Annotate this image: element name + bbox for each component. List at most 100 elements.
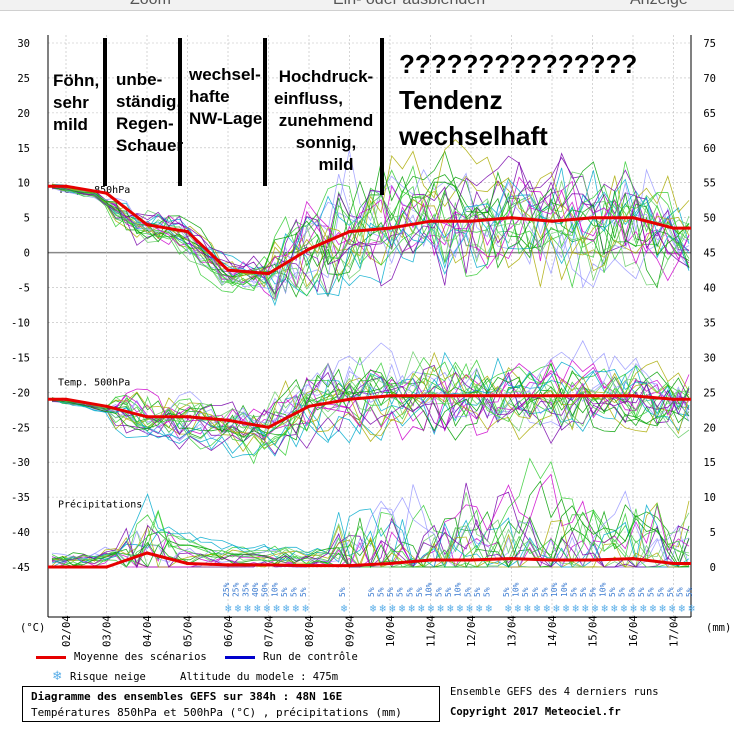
date-label: 06/04 (223, 615, 235, 647)
ensemble-member-line (51, 377, 690, 432)
left-tick-label: 15 (17, 143, 30, 155)
snow-risk-label: 5% (589, 587, 598, 597)
annotation-line: Föhn, (53, 71, 100, 90)
date-label: 12/04 (466, 615, 478, 647)
snow-risk-label: 5% (531, 587, 540, 597)
right-tick-label: 20 (703, 422, 716, 434)
annotation-hochdruck: Hochdruck- einfluss, zunehmend sonnig, m… (274, 66, 378, 176)
snow-risk-label: 5% (280, 587, 289, 597)
mean-point (671, 226, 676, 230)
mean-point (226, 418, 230, 422)
toolbar-zoom[interactable]: Zoom (130, 0, 171, 9)
right-tick-label: 15 (703, 457, 716, 469)
date-label: 09/04 (345, 615, 357, 647)
mean-line-t850 (48, 184, 691, 276)
snow-risk-label: 10% (560, 582, 569, 597)
date-label: 10/04 (385, 615, 397, 647)
snow-risk-icon: ❄ (244, 602, 251, 615)
left-tick-label: -10 (11, 317, 30, 329)
snow-risk-icon: ❄ (621, 602, 628, 615)
mean-point (226, 268, 230, 272)
snow-risk-icon: ❄ (563, 602, 570, 615)
snow-risk-label: 5% (434, 587, 443, 597)
snow-risk-label: 10% (454, 582, 463, 597)
date-label: 02/04 (61, 615, 73, 647)
snow-risk-icon: ❄ (611, 602, 618, 615)
ensemble-member-line (51, 161, 690, 297)
snow-risk-icon: ❄ (679, 602, 686, 615)
annotation-line: sonnig, (295, 133, 357, 152)
ensemble-member-line (51, 150, 690, 294)
date-label: 11/04 (426, 615, 438, 647)
snow-risk-label: 5% (444, 587, 453, 597)
mean-line-precip (48, 551, 691, 569)
mean-point (185, 561, 190, 566)
snow-risk-icon: ❄ (379, 602, 386, 615)
chart-subtitle: Températures 850hPa et 500hPa (°C) , pré… (31, 706, 402, 719)
right-tick-label: 75 (703, 38, 716, 50)
ensemble-member-line (51, 174, 690, 289)
toolbar-display[interactable]: Anzeige (630, 0, 688, 9)
snow-risk-label: 5% (338, 587, 347, 597)
date-label: 05/04 (183, 615, 195, 647)
snow-risk-label: 5% (386, 587, 395, 597)
mean-point (509, 394, 514, 398)
toolbar: Zoom Ein- oder ausblenden Anzeige (0, 0, 734, 11)
annotation-line: wechsel- (189, 65, 261, 84)
right-tick-label: 35 (703, 317, 716, 329)
left-tick-label: 0 (24, 248, 30, 260)
snow-icon: ❄ (53, 668, 62, 684)
snow-risk-icon: ❄ (302, 602, 309, 615)
snow-risk-icon: ❄ (505, 602, 512, 615)
left-tick-label: -45 (11, 562, 30, 574)
mean-point (347, 397, 352, 401)
mean-point (388, 561, 392, 566)
snow-risk-label: 10% (425, 582, 434, 597)
left-tick-label: -5 (17, 283, 30, 295)
annotation-line: zunehmend (278, 111, 374, 130)
mean-point (550, 219, 554, 223)
snow-risk-label: 5% (569, 587, 578, 597)
snow-risk-label: 50% (261, 582, 270, 597)
snow-risk-icon: ❄ (418, 602, 425, 615)
mean-point (428, 219, 433, 223)
snow-risk-label: 5% (521, 587, 530, 597)
mean-point (266, 425, 271, 429)
mean-point (631, 394, 635, 398)
snow-risk-icon: ❄ (370, 602, 377, 615)
snow-risk-label: 5% (618, 587, 627, 597)
mean-point (145, 551, 149, 555)
snow-risk-label: 5% (637, 587, 646, 597)
ensemble-member-line (51, 364, 690, 457)
ensemble-member-line (51, 164, 690, 293)
snow-risk-icon: ❄ (389, 602, 396, 615)
left-tick-label: -40 (11, 527, 30, 539)
annotation-line: unbe- (116, 70, 163, 89)
toolbar-toggle[interactable]: Ein- oder ausblenden (333, 0, 485, 9)
snow-risk-icon: ❄ (669, 602, 676, 615)
snow-risk-icon: ❄ (254, 602, 261, 615)
snow-risk-label: 5% (656, 587, 665, 597)
ensemble-member-line (51, 362, 690, 441)
ensemble-member-line (51, 351, 690, 439)
mean-point (590, 216, 595, 220)
mean-point (307, 404, 311, 408)
annotation-line: wechselhaft (399, 121, 548, 151)
snow-risk-label: 5% (666, 587, 675, 597)
right-tick-label: 60 (703, 143, 716, 155)
left-unit-label: (°C) (20, 622, 46, 634)
snow-risk-label: 5% (627, 587, 636, 597)
snow-risk-label: 5% (367, 587, 376, 597)
mean-point (671, 397, 676, 401)
snow-risk-icon: ❄ (524, 602, 531, 615)
annotation-line: ??????????????? (399, 49, 638, 79)
snow-risk-label: 5% (540, 587, 549, 597)
mean-point (64, 565, 68, 569)
annotation-tendenz: ??????????????? Tendenz wechselhaft (399, 46, 637, 154)
snow-risk-icon: ❄ (408, 602, 415, 615)
right-tick-label: 0 (710, 562, 716, 574)
date-label: 07/04 (264, 615, 276, 647)
snow-risk-icon: ❄ (659, 602, 666, 615)
date-label: 17/04 (669, 615, 681, 647)
date-label: 08/04 (304, 615, 316, 647)
